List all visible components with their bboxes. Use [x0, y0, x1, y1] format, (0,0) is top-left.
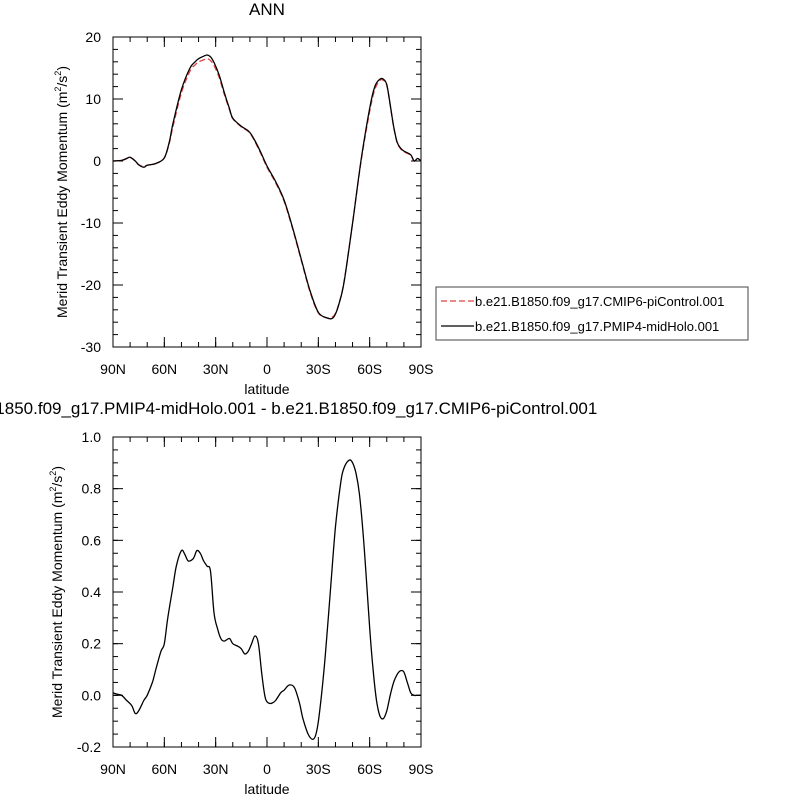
y-tick-label: 0.6 [82, 532, 102, 548]
y-tick-label: 20 [85, 29, 101, 45]
plot-frame [112, 36, 422, 348]
x-tick-label: 90N [100, 761, 126, 777]
y-tick-label: -30 [81, 339, 101, 355]
x-axis-label: latitude [244, 781, 289, 797]
x-tick-label: 60N [151, 761, 177, 777]
x-tick-label: 90N [100, 361, 126, 377]
x-tick-label: 90S [409, 761, 434, 777]
y-tick-label: 0.0 [82, 687, 102, 703]
chart-title: ANN [249, 0, 285, 19]
x-tick-label: 60N [151, 361, 177, 377]
chart-title: b.e21.B1850.f09_g17.PMIP4-midHolo.001 - … [0, 399, 597, 418]
y-tick-label: 10 [85, 91, 101, 107]
legend-label-midholo: b.e21.B1850.f09_g17.PMIP4-midHolo.001 [475, 319, 719, 334]
plot-frame [112, 436, 422, 748]
y-tick-label: 0.2 [82, 636, 102, 652]
x-tick-label: 0 [263, 761, 271, 777]
x-tick-label: 30N [203, 361, 229, 377]
y-tick-label: 0 [93, 153, 101, 169]
chart-difference: b.e21.B1850.f09_g17.PMIP4-midHolo.001 - … [0, 399, 597, 797]
y-axis-label: Merid Transient Eddy Momentum (m2/s2) [53, 66, 70, 318]
x-tick-label: 0 [263, 361, 271, 377]
x-tick-label: 30N [203, 761, 229, 777]
legend: b.e21.B1850.f09_g17.CMIP6-piControl.001 … [435, 286, 749, 341]
x-tick-label: 30S [306, 361, 331, 377]
y-tick-label: -20 [81, 277, 101, 293]
legend-label-picontrol: b.e21.B1850.f09_g17.CMIP6-piControl.001 [475, 294, 724, 309]
y-tick-label: -10 [81, 215, 101, 231]
y-tick-label: 0.8 [82, 481, 102, 497]
y-tick-label: -0.2 [77, 739, 101, 755]
x-axis-label: latitude [244, 381, 289, 397]
y-axis-label: Merid Transient Eddy Momentum (m2/s2) [48, 466, 65, 718]
series-line-0 [112, 58, 422, 319]
x-tick-label: 60S [357, 761, 382, 777]
series-line-1 [112, 54, 422, 320]
x-tick-label: 90S [409, 361, 434, 377]
y-tick-label: 1.0 [82, 429, 102, 445]
series-line-0 [112, 459, 421, 740]
x-tick-label: 60S [357, 361, 382, 377]
legend-box [435, 286, 749, 341]
chart-ann: ANN 90N 60N 30N 0 30S 60S 90S 20 10 0 -10 -20 -30 l… [53, 0, 749, 397]
y-tick-label: 0.4 [82, 584, 102, 600]
x-tick-label: 30S [306, 761, 331, 777]
